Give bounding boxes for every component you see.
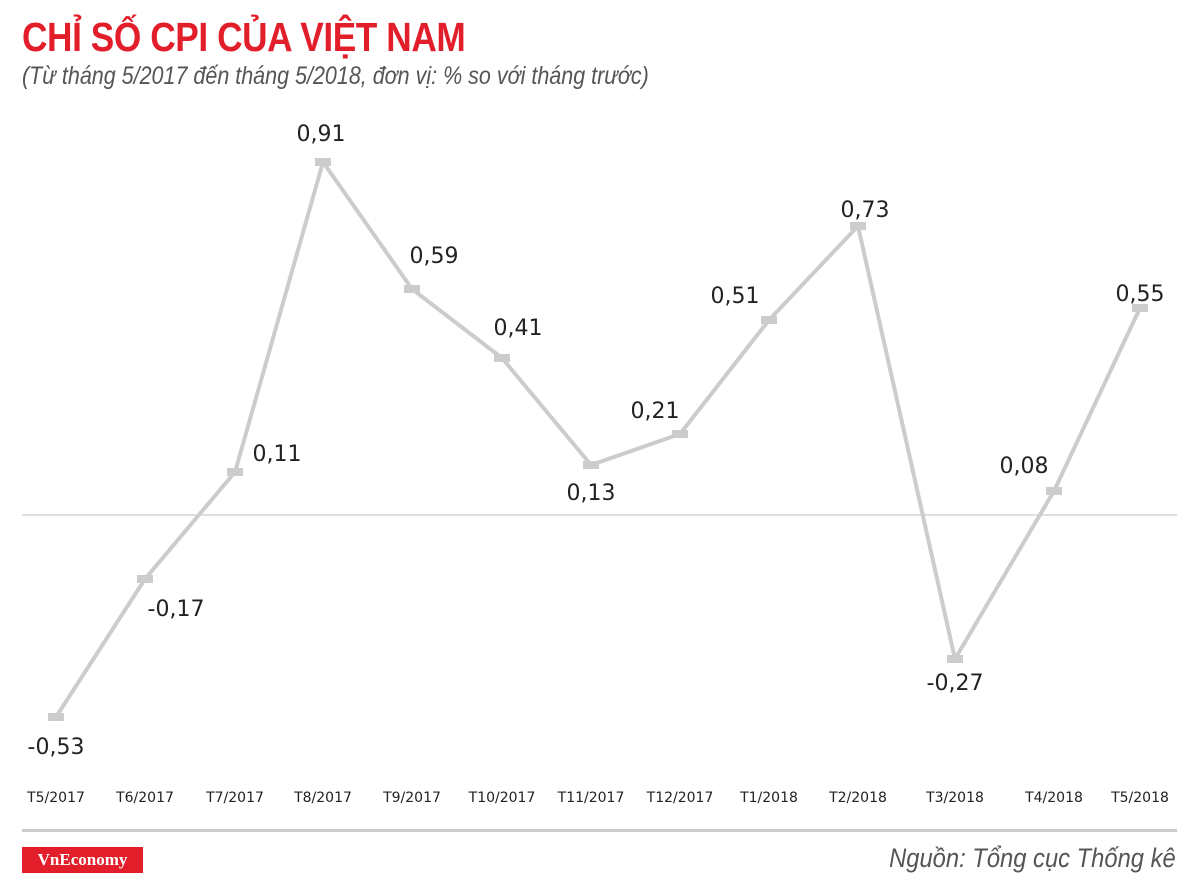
data-value-label: 0,59 <box>410 244 459 269</box>
data-point-marker <box>761 316 777 324</box>
x-axis-tick-label: T5/2018 <box>1110 790 1169 806</box>
x-axis-tick-label: T2/2018 <box>828 790 887 806</box>
x-axis-tick-label: T1/2018 <box>739 790 798 806</box>
data-markers <box>48 158 1148 721</box>
data-value-label: 0,21 <box>631 399 680 424</box>
x-axis-tick-label: T7/2017 <box>205 790 264 806</box>
bottom-divider <box>22 829 1177 832</box>
source-note: Nguồn: Tổng cục Thống kê <box>889 843 1176 873</box>
chart-subtitle: (Từ tháng 5/2017 đến tháng 5/2018, đơn v… <box>22 62 649 90</box>
data-point-marker <box>850 222 866 230</box>
data-value-label: 0,51 <box>711 284 760 309</box>
x-axis-labels: T5/2017 T6/2017 T7/2017 T8/2017 T9/2017 T10/2… <box>26 790 1169 806</box>
data-point-marker <box>583 461 599 469</box>
data-value-label: 0,73 <box>841 198 890 223</box>
data-labels: -0,53 -0,17 0,11 0,91 0,59 0,41 0,13 0,21 0,51 0,… <box>28 122 1165 760</box>
x-axis-tick-label: T10/2017 <box>468 790 536 806</box>
x-axis-tick-label: T4/2018 <box>1024 790 1083 806</box>
x-axis-tick-label: T9/2017 <box>382 790 441 806</box>
data-value-label: 0,11 <box>253 442 302 467</box>
data-point-marker <box>48 713 64 721</box>
x-axis-tick-label: T5/2017 <box>26 790 85 806</box>
data-value-label: -0,27 <box>927 671 984 696</box>
data-point-marker <box>1132 304 1148 312</box>
data-point-marker <box>672 430 688 438</box>
x-axis-tick-label: T8/2017 <box>293 790 352 806</box>
data-point-marker <box>227 468 243 476</box>
x-axis-tick-label: T11/2017 <box>557 790 625 806</box>
data-point-marker <box>494 354 510 362</box>
cpi-series-line <box>54 160 1142 719</box>
data-point-marker <box>404 285 420 293</box>
data-value-label: 0,13 <box>567 481 616 506</box>
data-point-marker <box>1046 487 1062 495</box>
data-point-marker <box>315 158 331 166</box>
data-point-marker <box>137 575 153 583</box>
data-point-marker <box>947 655 963 663</box>
vneconomy-logo: VnEconomy <box>22 847 143 873</box>
data-value-label: 0,55 <box>1116 282 1165 307</box>
data-value-label: -0,53 <box>28 735 85 760</box>
data-value-label: -0,17 <box>148 597 205 622</box>
x-axis-tick-label: T12/2017 <box>646 790 714 806</box>
x-axis-tick-label: T6/2017 <box>115 790 174 806</box>
chart-title: CHỈ SỐ CPI CỦA VIỆT NAM <box>22 14 466 60</box>
data-value-label: 0,41 <box>494 316 543 341</box>
data-value-label: 0,91 <box>297 122 346 147</box>
x-axis-tick-label: T3/2018 <box>925 790 984 806</box>
data-value-label: 0,08 <box>1000 454 1049 479</box>
